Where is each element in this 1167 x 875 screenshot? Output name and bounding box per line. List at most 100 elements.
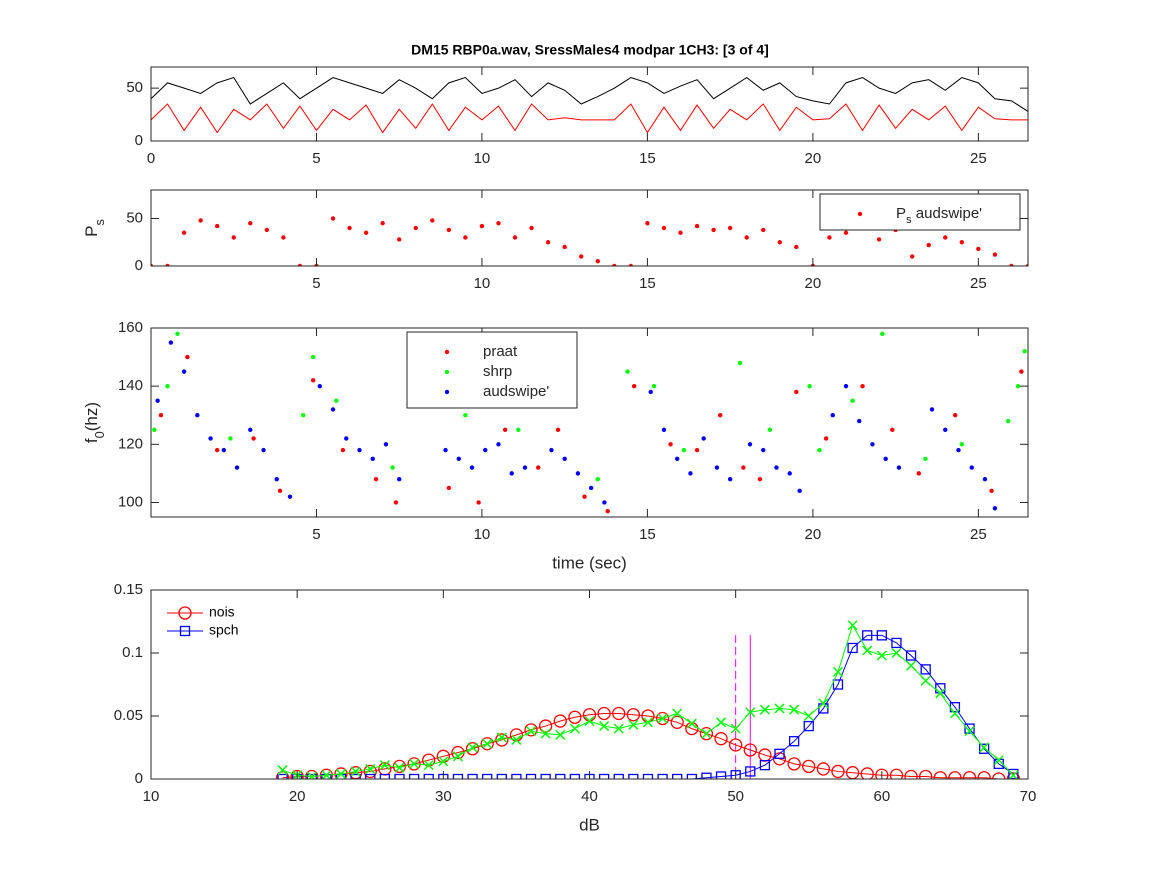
axes-background bbox=[151, 67, 1028, 141]
marker bbox=[670, 715, 684, 729]
point bbox=[843, 230, 849, 235]
x-tick-label: 20 bbox=[805, 150, 822, 167]
point bbox=[261, 447, 266, 453]
marker bbox=[964, 726, 975, 737]
legend-marker bbox=[444, 369, 450, 375]
marker bbox=[438, 756, 449, 767]
point bbox=[943, 235, 948, 240]
marker bbox=[672, 773, 683, 779]
legend-marker bbox=[857, 211, 863, 217]
point bbox=[843, 383, 849, 389]
x-tick-label: 10 bbox=[474, 275, 491, 292]
point bbox=[876, 237, 882, 242]
legend-label: praat bbox=[483, 343, 518, 360]
marker bbox=[496, 773, 507, 779]
y-tick-label: 0.05 bbox=[114, 707, 143, 724]
point bbox=[909, 254, 915, 259]
point bbox=[274, 477, 279, 482]
marker bbox=[598, 773, 610, 779]
point bbox=[631, 383, 637, 389]
point bbox=[496, 221, 501, 226]
marker bbox=[818, 698, 829, 709]
point bbox=[383, 442, 389, 447]
point bbox=[479, 223, 485, 229]
x-tick-label: 20 bbox=[289, 788, 306, 805]
point bbox=[625, 369, 630, 374]
marker bbox=[891, 647, 902, 659]
point bbox=[317, 383, 322, 389]
point bbox=[761, 447, 766, 453]
point bbox=[221, 447, 227, 453]
marker bbox=[642, 773, 654, 779]
marker bbox=[876, 650, 887, 661]
x-tick-label: 60 bbox=[873, 788, 890, 805]
point bbox=[152, 427, 157, 432]
point bbox=[880, 331, 885, 337]
marker bbox=[802, 759, 816, 774]
axes-box bbox=[150, 189, 1029, 267]
point bbox=[794, 389, 799, 395]
marker bbox=[482, 773, 493, 779]
point bbox=[380, 221, 385, 226]
marker bbox=[555, 729, 566, 740]
point bbox=[277, 488, 283, 494]
point bbox=[612, 263, 617, 266]
point bbox=[959, 240, 965, 245]
plot-area bbox=[152, 331, 1027, 514]
point bbox=[661, 427, 667, 432]
marker bbox=[906, 660, 917, 671]
marker bbox=[540, 773, 551, 779]
axes-box bbox=[150, 66, 1029, 142]
point bbox=[787, 471, 792, 476]
point bbox=[956, 447, 961, 453]
y-tick-label: 120 bbox=[118, 435, 143, 452]
point bbox=[228, 436, 233, 441]
marker bbox=[452, 751, 463, 762]
point bbox=[208, 436, 213, 441]
marker bbox=[524, 723, 538, 737]
point bbox=[446, 227, 452, 233]
marker bbox=[889, 768, 904, 779]
y-tick-label: 0 bbox=[135, 132, 143, 149]
marker bbox=[788, 736, 800, 747]
point bbox=[761, 227, 766, 233]
point bbox=[181, 230, 187, 235]
point bbox=[287, 494, 293, 499]
marker bbox=[407, 757, 421, 771]
point bbox=[777, 240, 782, 245]
point bbox=[694, 223, 700, 229]
point bbox=[714, 465, 720, 470]
marker bbox=[891, 637, 902, 649]
point bbox=[555, 427, 561, 432]
point bbox=[959, 442, 965, 447]
marker bbox=[350, 766, 361, 777]
x-tick-label: 15 bbox=[639, 275, 656, 292]
legend-label: spch bbox=[209, 622, 239, 638]
marker bbox=[496, 732, 507, 743]
x-tick-label: 25 bbox=[970, 526, 987, 543]
marker bbox=[365, 773, 376, 779]
legend-label: nois bbox=[209, 604, 235, 620]
point bbox=[1025, 263, 1028, 266]
marker bbox=[306, 773, 317, 779]
point bbox=[231, 235, 236, 240]
marker bbox=[306, 771, 317, 779]
point bbox=[989, 488, 994, 494]
point bbox=[264, 227, 270, 233]
point bbox=[916, 471, 921, 476]
point bbox=[1009, 263, 1014, 266]
marker bbox=[803, 720, 814, 732]
point bbox=[390, 465, 395, 470]
marker bbox=[816, 762, 831, 776]
x-axis-label: dB bbox=[579, 815, 600, 834]
marker bbox=[363, 764, 377, 779]
x-tick-label: 5 bbox=[312, 150, 320, 167]
marker bbox=[977, 771, 991, 779]
marker bbox=[350, 773, 361, 779]
legend-label: shrp bbox=[483, 363, 512, 380]
marker bbox=[699, 726, 714, 741]
point bbox=[602, 500, 607, 505]
point bbox=[545, 240, 551, 245]
point bbox=[651, 383, 657, 389]
point bbox=[496, 442, 501, 447]
